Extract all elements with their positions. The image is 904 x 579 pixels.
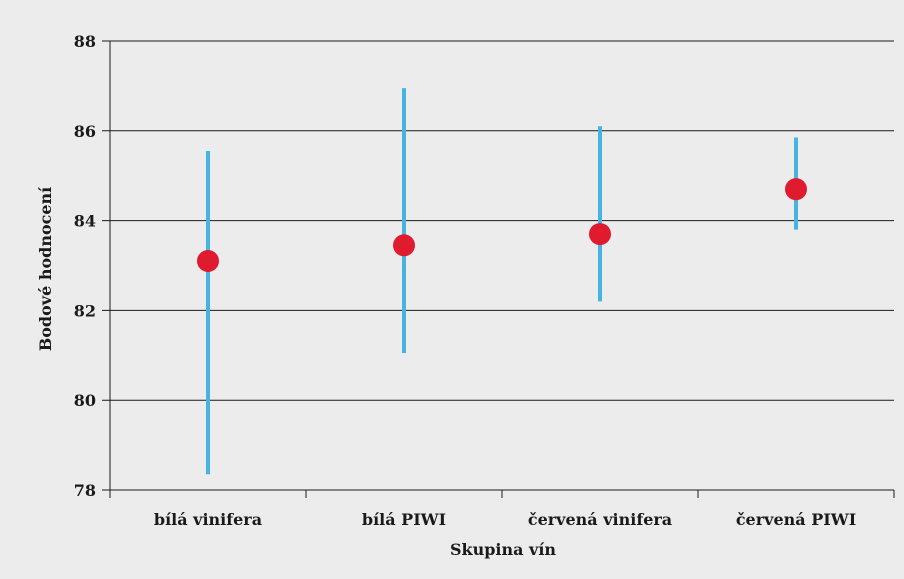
data-point — [197, 250, 219, 273]
data-points — [197, 178, 807, 273]
gridlines — [102, 40, 895, 498]
y-tick-labels: 78 80 82 84 86 88 — [74, 32, 96, 500]
y-tick-label: 82 — [74, 301, 96, 320]
data-point — [393, 234, 415, 257]
x-tick-label: červená PIWI — [736, 510, 856, 529]
y-tick-label: 78 — [74, 481, 96, 500]
x-axis-title: Skupina vín — [450, 540, 556, 559]
x-tick-label: červená vinifera — [528, 510, 672, 529]
x-tick-label: bílá vinifera — [154, 510, 262, 529]
y-tick-label: 86 — [74, 122, 96, 141]
x-tick-labels: bílá vinifera bílá PIWI červená vinifera če… — [154, 510, 856, 529]
y-tick-label: 88 — [74, 32, 96, 51]
y-tick-label: 84 — [74, 212, 96, 231]
x-tick-label: bílá PIWI — [362, 510, 446, 529]
range-bars — [206, 88, 798, 475]
data-point — [785, 178, 807, 201]
y-axis-title: Bodové hodnocení — [36, 187, 55, 352]
data-point — [589, 223, 611, 246]
y-tick-label: 80 — [74, 391, 96, 410]
